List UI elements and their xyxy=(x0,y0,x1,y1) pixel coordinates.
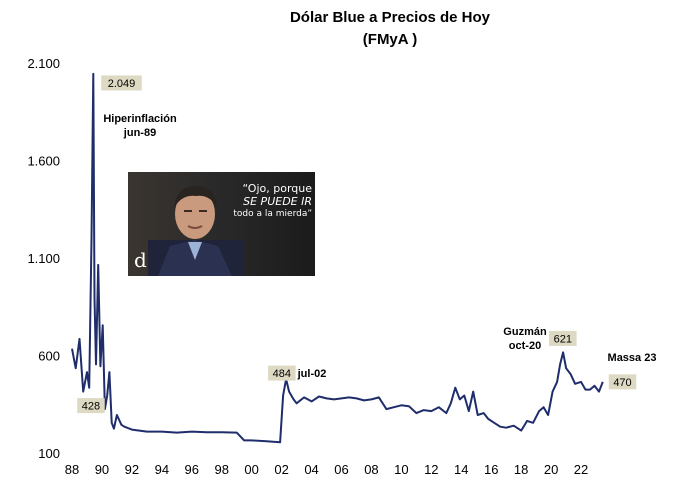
x-tick-label: 94 xyxy=(155,462,169,477)
value-label: 2.049 xyxy=(101,75,142,91)
x-tick-label: 88 xyxy=(65,462,79,477)
x-tick-label: 00 xyxy=(244,462,258,477)
person-image xyxy=(148,186,243,276)
annotation-text: Hiperinflación xyxy=(103,113,177,125)
series-line xyxy=(71,72,604,444)
annotation-text: jul-02 xyxy=(297,368,327,380)
x-tick-label: 16 xyxy=(484,462,498,477)
annotation-text: Guzmán xyxy=(503,326,547,338)
y-tick-label: 1.100 xyxy=(27,251,60,266)
value-label-text: 621 xyxy=(554,333,572,345)
x-tick-label: 92 xyxy=(125,462,139,477)
quote-photo: “Ojo, porque SE PUEDE IR todo a la mierd… xyxy=(128,172,315,276)
quote-line-1: “Ojo, porque xyxy=(242,182,312,195)
annotation-text: oct-20 xyxy=(509,340,541,352)
x-tick-label: 22 xyxy=(574,462,588,477)
quote-text: “Ojo, porque SE PUEDE IR todo a la mierd… xyxy=(228,182,312,221)
value-label-text: 484 xyxy=(273,368,291,380)
y-tick-label: 1.600 xyxy=(27,154,60,169)
value-label-box xyxy=(268,365,296,381)
y-axis: 100 600 1.100 1.600 2.100 xyxy=(27,56,60,461)
annotation-text: Massa 23 xyxy=(608,352,657,364)
value-label-text: 2.049 xyxy=(108,78,136,90)
y-tick-label: 100 xyxy=(38,446,60,461)
chart-subtitle: (FMyA ) xyxy=(362,31,418,48)
x-tick-label: 06 xyxy=(334,462,348,477)
value-label: 470 xyxy=(608,374,637,390)
value-label-box xyxy=(101,75,142,91)
x-tick-label: 02 xyxy=(274,462,288,477)
value-label-box xyxy=(549,330,577,346)
annotation-text: jun-89 xyxy=(123,127,156,139)
publisher-logo: d xyxy=(134,248,147,272)
x-tick-label: 04 xyxy=(304,462,318,477)
x-axis: 88 90 92 94 96 98 00 02 04 06 08 10 12 14 16 18 20 22 xyxy=(65,462,589,477)
value-label: 428 xyxy=(77,398,105,414)
x-tick-label: 18 xyxy=(514,462,528,477)
annotations: Hiperinflación jun-89 jul-02 Guzmán oct-20 Ma… xyxy=(103,113,656,380)
x-tick-label: 20 xyxy=(544,462,558,477)
value-label-box xyxy=(608,374,637,390)
x-tick-label: 10 xyxy=(394,462,408,477)
value-label-text: 428 xyxy=(82,401,100,413)
value-label: 484 xyxy=(268,365,296,381)
x-tick-label: 12 xyxy=(424,462,438,477)
value-label-text: 470 xyxy=(613,377,631,389)
x-tick-label: 14 xyxy=(454,462,468,477)
x-tick-label: 90 xyxy=(95,462,109,477)
x-tick-label: 08 xyxy=(364,462,378,477)
x-tick-label: 98 xyxy=(214,462,228,477)
y-tick-label: 600 xyxy=(38,349,60,364)
y-tick-label: 2.100 xyxy=(27,56,60,71)
chart-title: Dólar Blue a Precios de Hoy xyxy=(289,9,491,26)
quote-line-3: todo a la mierda” xyxy=(233,209,312,219)
value-labels: 2.049 428 484 621 470 xyxy=(77,75,637,414)
value-label-box xyxy=(77,398,105,414)
quote-line-2: SE PUEDE IR xyxy=(243,195,312,208)
value-label: 621 xyxy=(549,330,577,346)
x-tick-label: 96 xyxy=(185,462,199,477)
